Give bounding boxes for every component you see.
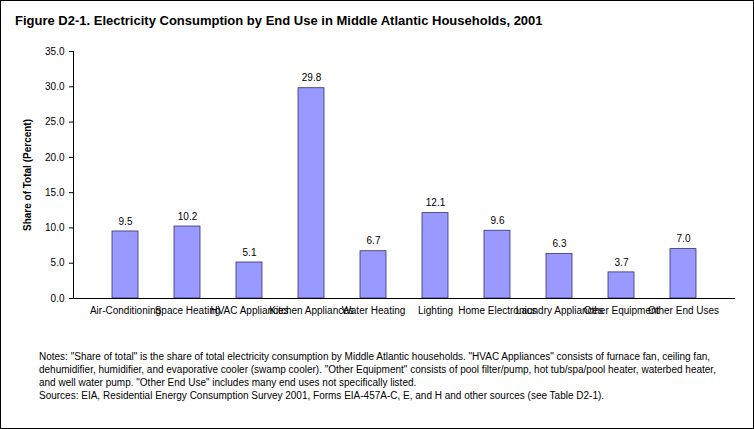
- svg-text:Share of Total (Percent): Share of Total (Percent): [22, 119, 33, 231]
- svg-text:6.7: 6.7: [367, 235, 381, 246]
- svg-text:12.1: 12.1: [426, 197, 446, 208]
- svg-text:Water Heating: Water Heating: [342, 305, 406, 316]
- svg-text:9.5: 9.5: [119, 216, 133, 227]
- svg-text:Home Electronics: Home Electronics: [458, 304, 537, 316]
- svg-text:Laundry Appliances: Laundry Appliances: [515, 304, 604, 316]
- svg-text:HVAC Appliances: HVAC Appliances: [210, 304, 289, 316]
- svg-text:10.2: 10.2: [178, 211, 198, 222]
- svg-text:5.1: 5.1: [243, 247, 257, 258]
- html-text:Figure D2-1. Electricity Consu: Figure D2-1. Electricity Consumption by …: [15, 13, 543, 28]
- svg-text:20.0: 20.0: [45, 152, 65, 163]
- svg-text:6.3: 6.3: [553, 238, 567, 249]
- svg-text:30.0: 30.0: [45, 81, 65, 92]
- svg-text:Space Heating: Space Heating: [154, 304, 221, 316]
- svg-text:7.0: 7.0: [677, 233, 691, 244]
- svg-text:Air-Conditioning: Air-Conditioning: [90, 305, 161, 316]
- svg-text:0.0: 0.0: [51, 293, 65, 304]
- svg-text:25.0: 25.0: [45, 116, 65, 127]
- svg-text:Other Equipment: Other Equipment: [583, 304, 660, 316]
- svg-text:3.7: 3.7: [615, 257, 629, 268]
- svg-text:Kitchen Appliances: Kitchen Appliances: [269, 304, 354, 316]
- svg-text:29.8: 29.8: [302, 72, 322, 83]
- svg-text:9.6: 9.6: [491, 215, 505, 226]
- html-text:Notes: "Share of total" is the: Notes: "Share of total" is the share of …: [39, 351, 716, 388]
- svg-text:Lighting: Lighting: [418, 305, 453, 316]
- svg-text:10.0: 10.0: [45, 222, 65, 233]
- svg-text:15.0: 15.0: [45, 187, 65, 198]
- svg-text:Other End Uses: Other End Uses: [648, 305, 719, 316]
- svg-text:5.0: 5.0: [51, 257, 65, 268]
- svg-text:35.0: 35.0: [45, 46, 65, 57]
- html-text:Sources: EIA, Residential Ener: Sources: EIA, Residential Energy Consump…: [39, 390, 605, 401]
